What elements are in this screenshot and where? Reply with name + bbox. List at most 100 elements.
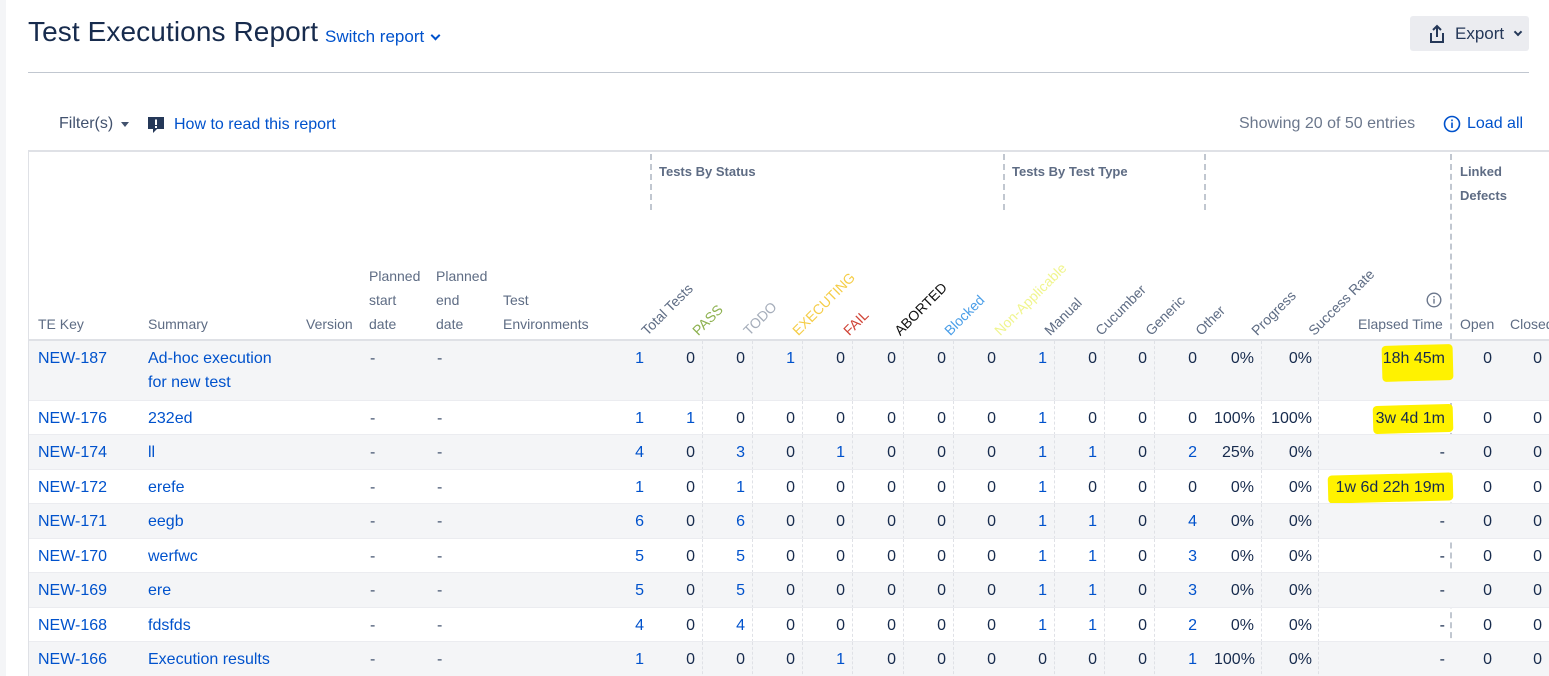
load-all-link[interactable]: Load all [1443,115,1523,133]
other-count[interactable]: 3 [1188,582,1197,599]
col-version[interactable]: Version [306,316,353,332]
column-divider [1318,341,1319,400]
pass-count: 0 [686,350,695,367]
generic-count: 0 [1138,444,1147,461]
info-circle-icon[interactable] [1426,292,1442,308]
total-count[interactable]: 4 [635,444,644,461]
te-key-link[interactable]: NEW-171 [38,513,108,530]
col-test-environments[interactable]: Test Environments [503,288,589,336]
cucumber-count[interactable]: 1 [1088,617,1097,634]
todo-count[interactable]: 5 [736,548,745,565]
manual-count[interactable]: 1 [1038,548,1047,565]
total-count[interactable]: 1 [635,651,644,668]
manual-count[interactable]: 1 [1038,617,1047,634]
col-planned-end[interactable]: Planned end date [436,264,487,336]
manual-count[interactable]: 1 [1038,410,1047,427]
cucumber-count[interactable]: 1 [1088,444,1097,461]
table-row[interactable]: NEW-174 ll - - 4 0 3 0 1 0 0 0 1 1 0 2 0 0 25% 0% - [29,434,1549,470]
table-row[interactable]: NEW-187 Ad-hoc execution for new test - - 1 0 0… [29,341,1549,400]
table-row[interactable]: NEW-172 erefe - - 1 0 1 0 0 0 0 0 1 0 0 0 0 0 0% 0% 1w 6d 22… [29,469,1549,504]
manual-count[interactable]: 1 [1038,350,1047,367]
todo-count[interactable]: 4 [736,617,745,634]
table-row[interactable]: NEW-176 232ed - - 1 1 0 0 0 0 0 0 1 0 0 0 0 0 100% 100% 3w 4… [29,400,1549,435]
table-row[interactable]: NEW-171 eegb - - 6 0 6 0 0 0 0 0 1 1 0 4 0 0 0% 0% - [29,503,1549,539]
col-open[interactable]: Open [1460,316,1495,332]
pass-count[interactable]: 1 [686,410,695,427]
col-summary[interactable]: Summary [148,316,208,332]
success-rate-value: 0% [1288,582,1312,599]
column-divider [852,608,853,642]
filters-dropdown[interactable]: Filter(s) [59,115,130,133]
summary-line: 232ed [148,410,193,427]
todo-count[interactable]: 3 [736,444,745,461]
column-divider [752,573,753,608]
col-total-tests-label: Total Tests [638,280,696,339]
cucumber-count[interactable]: 1 [1088,582,1097,599]
col-planned-start[interactable]: Planned start date [369,264,420,336]
todo-count[interactable]: 5 [736,582,745,599]
planned-end-value: - [437,479,443,496]
summary-link[interactable]: ere [148,579,171,603]
total-count[interactable]: 1 [635,350,644,367]
cucumber-count[interactable]: 1 [1088,513,1097,530]
table-row[interactable]: NEW-169 ere - - 5 0 5 0 0 0 0 0 1 1 0 3 0 0 0% 0% - [29,572,1549,608]
manual-count: 0 [1038,651,1047,668]
summary-link[interactable]: eegb [148,510,184,534]
manual-count[interactable]: 1 [1038,479,1047,496]
col-closed[interactable]: Closed [1510,316,1549,332]
planned-end-value: - [437,513,443,530]
te-key-link[interactable]: NEW-172 [38,479,108,496]
todo-count[interactable]: 1 [736,479,745,496]
table-row[interactable]: NEW-170 werfwc - - 5 0 5 0 0 0 0 0 1 1 0 3 0 0 0% 0% - [29,538,1549,573]
executing-count[interactable]: 1 [786,350,795,367]
manual-count[interactable]: 1 [1038,513,1047,530]
table-row[interactable]: NEW-166 Execution results - -1 0 0 0 1 0 0 0 0 0 0 1 0 0… [29,641,1549,676]
summary-link[interactable]: ll [148,441,155,465]
column-divider [903,435,904,470]
summary-link[interactable]: Ad-hoc execution for new test [148,347,272,395]
te-key-link[interactable]: NEW-174 [38,444,108,461]
executing-count: 0 [786,582,795,599]
total-count[interactable]: 1 [635,479,644,496]
total-count[interactable]: 1 [635,410,644,427]
te-key-link[interactable]: NEW-187 [38,350,108,367]
fail-count[interactable]: 1 [836,444,845,461]
other-count[interactable]: 3 [1188,548,1197,565]
manual-count[interactable]: 1 [1038,444,1047,461]
te-key-link[interactable]: NEW-168 [38,617,108,634]
open-count: 0 [1483,479,1492,496]
summary-link[interactable]: werfwc [148,545,198,569]
fail-count[interactable]: 1 [836,651,845,668]
column-divider [852,435,853,470]
col-label-line: Planned [436,268,488,284]
success-rate-value: 0% [1288,350,1312,367]
manual-count[interactable]: 1 [1038,582,1047,599]
te-key-link[interactable]: NEW-166 [38,651,108,668]
export-button[interactable]: Export [1410,16,1529,51]
other-count[interactable]: 2 [1188,444,1197,461]
summary-link[interactable]: fdsfds [148,614,191,638]
col-te-key[interactable]: TE Key [38,316,84,332]
switch-report-button[interactable]: Switch report [325,27,441,47]
col-elapsed-time[interactable]: Elapsed Time [1358,316,1443,332]
todo-count[interactable]: 6 [736,513,745,530]
summary-link[interactable]: 232ed [148,407,193,431]
te-key-link[interactable]: NEW-170 [38,548,108,565]
total-count[interactable]: 5 [635,582,644,599]
summary-link[interactable]: erefe [148,476,184,500]
te-key-link[interactable]: NEW-176 [38,410,108,427]
cucumber-count[interactable]: 1 [1088,548,1097,565]
other-count[interactable]: 2 [1188,617,1197,634]
other-count[interactable]: 4 [1188,513,1197,530]
total-count[interactable]: 6 [635,513,644,530]
summary-link[interactable]: Execution results [148,648,270,672]
summary-line: Execution results [148,651,270,668]
summary-line: ll [148,444,156,461]
open-count: 0 [1483,582,1492,599]
other-count[interactable]: 1 [1188,651,1197,668]
total-count[interactable]: 5 [635,548,644,565]
table-row[interactable]: NEW-168 fdsfds - - 4 0 4 0 0 0 0 0 1 1 0 2 0 0 0% 0% - [29,607,1549,642]
te-key-link[interactable]: NEW-169 [38,582,108,599]
how-to-read-link[interactable]: How to read this report [146,115,336,135]
total-count[interactable]: 4 [635,617,644,634]
